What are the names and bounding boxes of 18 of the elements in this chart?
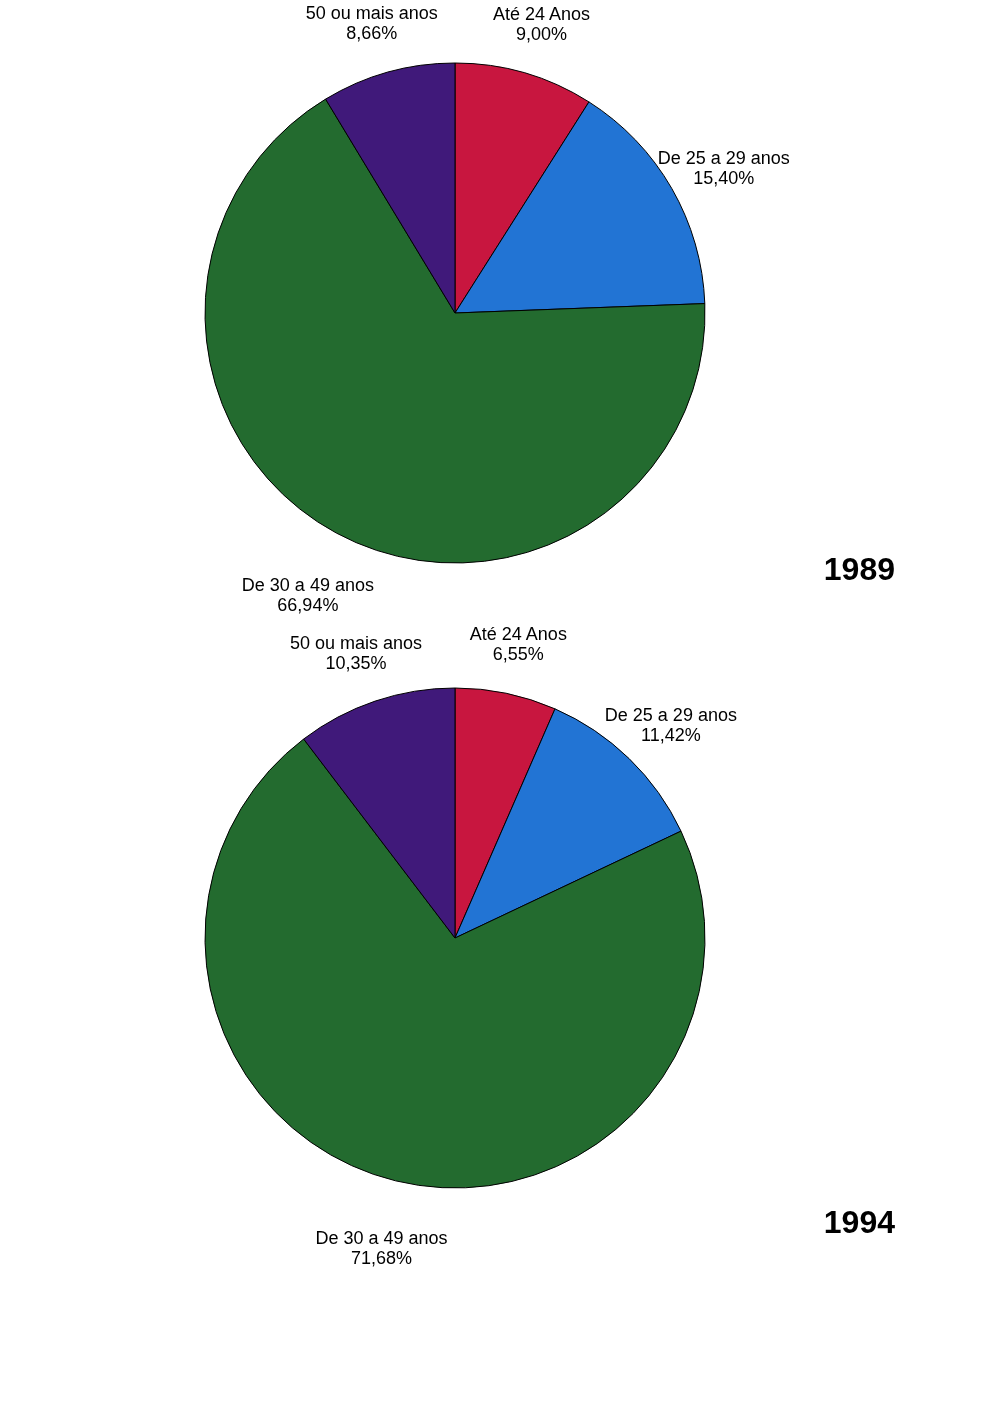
text: 1994 <box>823 1204 896 1241</box>
slice-label: De 30 a 49 anos <box>241 574 374 595</box>
slice-label: De 25 a 29 anos <box>604 704 737 725</box>
data-label: 10,35% <box>325 653 387 674</box>
data-label: 71,68% <box>350 1248 413 1269</box>
data-label: 8,66% <box>346 23 398 44</box>
data-label: 6,55% <box>492 643 544 664</box>
slice-label: Até 24 Anos <box>469 623 567 644</box>
data-label: 15,40% <box>693 167 755 188</box>
data-label: 11,42% <box>641 724 701 745</box>
slice-label: De 25 a 29 anos <box>657 147 790 168</box>
slice-label: De 30 a 49 anos <box>315 1228 448 1249</box>
data-label: 66,94% <box>277 594 339 615</box>
slice-label: 50 ou mais anos <box>289 633 423 654</box>
slice-label: Até 24 Anos <box>492 4 591 25</box>
slice-label: 50 ou mais anos <box>305 3 438 24</box>
text: 1989 <box>823 550 895 587</box>
data-label: 9,00% <box>515 24 568 45</box>
